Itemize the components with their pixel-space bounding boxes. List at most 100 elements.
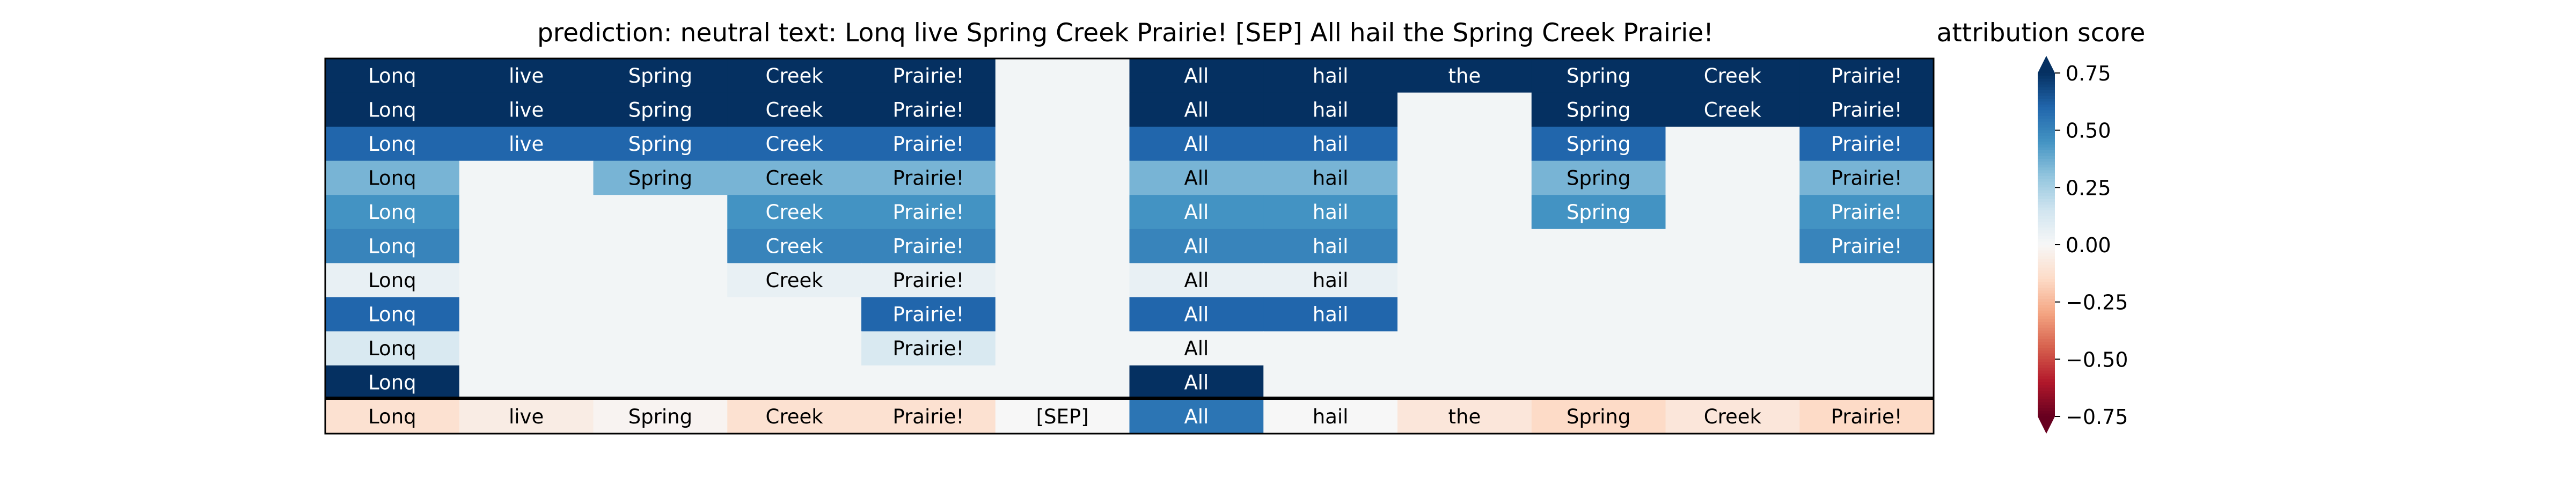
- colorbar-tick-label: −0.75: [2066, 405, 2128, 429]
- cell-token-label: Lonq: [368, 166, 416, 189]
- cell-token-label: Prairie!: [892, 133, 964, 156]
- heatmap-cell: [593, 263, 728, 298]
- heatmap-cell: [593, 195, 728, 230]
- heatmap-cell: [1129, 127, 1264, 162]
- heatmap-cell: [459, 263, 594, 298]
- colorbar-segment: [2038, 365, 2055, 369]
- heatmap-cell: [1397, 160, 1532, 195]
- heatmap-cell: [1397, 297, 1532, 332]
- cell-token-label: Lonq: [368, 235, 416, 258]
- cell-token-label: Prairie!: [1831, 166, 1902, 189]
- heatmap-cell: [727, 365, 862, 400]
- heatmap-cell: [995, 58, 1130, 93]
- heatmap-cell: [325, 331, 460, 366]
- heatmap-cell: [1263, 365, 1398, 400]
- cell-token-label: Prairie!: [892, 303, 964, 326]
- heatmap-cell: [861, 297, 996, 332]
- heatmap-cell: [995, 160, 1130, 195]
- colorbar-segment: [2038, 82, 2055, 85]
- colorbar-segment: [2038, 408, 2055, 412]
- colorbar-segment: [2038, 265, 2055, 268]
- colorbar-segment: [2038, 273, 2055, 277]
- colorbar-segment: [2038, 247, 2055, 251]
- heatmap-frame: [324, 57, 1935, 435]
- heatmap-cell: [1531, 229, 1666, 264]
- cell-token-label: All: [1184, 166, 1209, 189]
- colorbar-segment: [2038, 333, 2055, 337]
- colorbar-segment: [2038, 293, 2055, 297]
- heatmap-cell: [593, 92, 728, 127]
- heatmap-cell: [1263, 92, 1398, 127]
- colorbar-segment: [2038, 302, 2055, 305]
- colorbar-segment: [2038, 241, 2055, 245]
- cell-token-label: hail: [1313, 98, 1349, 121]
- heatmap-cell: [1129, 297, 1264, 332]
- colorbar-segment: [2038, 313, 2055, 317]
- cell-token-label: live: [509, 133, 544, 156]
- heatmap-cell: [995, 399, 1130, 434]
- colorbar-tick-label: 0.75: [2066, 62, 2111, 85]
- cell-token-label: Lonq: [368, 303, 416, 326]
- colorbar-label: attribution score: [1937, 18, 2146, 48]
- colorbar-segment: [2038, 368, 2055, 371]
- cell-token-label: All: [1184, 98, 1209, 121]
- heatmap-cell: [1799, 92, 1934, 127]
- heatmap-cell: [593, 229, 728, 264]
- heatmap-cell: [325, 195, 460, 230]
- colorbar-segment: [2038, 96, 2055, 99]
- cell-token-label: hail: [1313, 269, 1349, 292]
- colorbar-segment: [2038, 142, 2055, 145]
- colorbar-segment: [2038, 133, 2055, 137]
- heatmap-cell: [1397, 365, 1532, 400]
- heatmap-cell: [1397, 331, 1532, 366]
- cell-token-label: Spring: [628, 98, 692, 121]
- colorbar-segment: [2038, 159, 2055, 163]
- cell-token-label: All: [1184, 133, 1209, 156]
- heatmap-cell: [1665, 399, 1800, 434]
- colorbar-segment: [2038, 299, 2055, 303]
- colorbar-segment: [2038, 336, 2055, 340]
- cell-token-label: Creek: [766, 98, 824, 121]
- colorbar-segment: [2038, 308, 2055, 311]
- cell-token-label: Prairie!: [892, 405, 964, 428]
- colorbar-segment: [2038, 290, 2055, 294]
- colorbar-segment: [2038, 325, 2055, 328]
- heatmap-cell: [325, 365, 460, 400]
- heatmap-cell: [1799, 58, 1934, 93]
- colorbar-tick-label: 0.00: [2066, 233, 2111, 257]
- heatmap-grid: Lonq live Spring Creek Prairie! All hail the Spr…: [325, 58, 1934, 434]
- colorbar-segment: [2038, 87, 2055, 91]
- colorbar-segment: [2038, 185, 2055, 188]
- colorbar-segment: [2038, 322, 2055, 326]
- colorbar-segment: [2038, 382, 2055, 386]
- colorbar-segment: [2038, 405, 2055, 408]
- colorbar-segment: [2038, 84, 2055, 88]
- cell-token-label: Prairie!: [892, 201, 964, 224]
- colorbar-segment: [2038, 253, 2055, 257]
- colorbar-segment: [2038, 210, 2055, 214]
- colorbar-segment: [2038, 204, 2055, 208]
- cell-token-label: Prairie!: [1831, 98, 1902, 121]
- heatmap-cell: [1129, 365, 1264, 400]
- colorbar-segment: [2038, 107, 2055, 111]
- heatmap-cell: [459, 399, 594, 434]
- colorbar-segment: [2038, 370, 2055, 374]
- colorbar-segment: [2038, 319, 2055, 323]
- heatmap-cell: [1665, 365, 1800, 400]
- heatmap-cell: [1799, 160, 1934, 195]
- heatmap-cell: [1129, 92, 1264, 127]
- cell-token-label: Prairie!: [892, 166, 964, 189]
- colorbar-extend-max: [2038, 56, 2055, 73]
- cell-token-label: Prairie!: [892, 64, 964, 87]
- heatmap-cell: [1397, 92, 1532, 127]
- heatmap-cell: [727, 127, 862, 162]
- colorbar-segment: [2038, 130, 2055, 134]
- chart-title: prediction: neutral text: Lonq live Spri…: [537, 18, 1714, 48]
- cell-token-label: All: [1184, 405, 1209, 428]
- colorbar-segment: [2038, 153, 2055, 157]
- heatmap-cell: [1531, 263, 1666, 298]
- heatmap-cell: [1531, 160, 1666, 195]
- cell-token-label: Creek: [766, 235, 824, 258]
- colorbar-segment: [2038, 110, 2055, 114]
- heatmap-cell: [995, 365, 1130, 400]
